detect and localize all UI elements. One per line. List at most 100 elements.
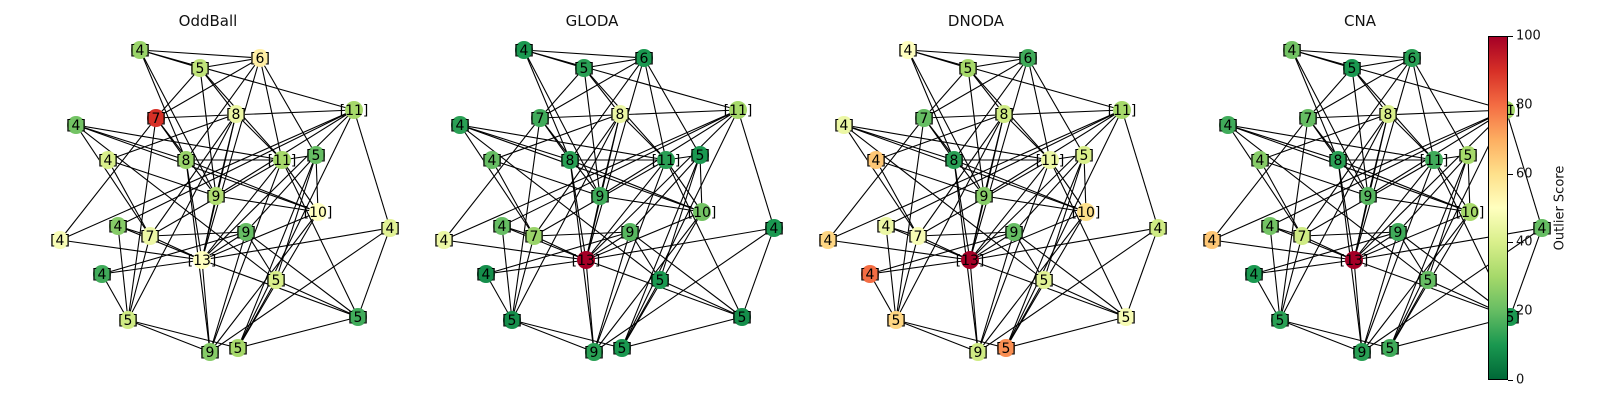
graph-edge <box>967 67 1005 115</box>
node-marker <box>345 101 363 119</box>
node-marker <box>1075 146 1093 164</box>
node-label: [4] <box>1218 118 1238 134</box>
graph-edge <box>1337 57 1413 161</box>
graph-edge <box>155 67 201 119</box>
graph-edge <box>1361 159 1435 353</box>
graph-edge <box>281 159 319 213</box>
graph-edge <box>1211 117 1309 241</box>
graph-edge <box>969 259 979 353</box>
node-label: [4] <box>492 219 512 235</box>
node-label: [9] <box>206 189 226 205</box>
graph-node: [8] <box>226 105 246 123</box>
graph-edge <box>741 227 775 318</box>
graph-edge <box>1253 259 1355 275</box>
graph-edge <box>237 316 359 349</box>
colorbar-gradient <box>1488 36 1508 380</box>
graph-edge <box>885 225 897 321</box>
node-label: [4] <box>1260 219 1280 235</box>
graph-node: [4] <box>92 265 112 283</box>
node-label: [7] <box>1292 229 1312 245</box>
graph-edge <box>185 57 261 161</box>
node-label: [5] <box>958 61 978 77</box>
graph-edge <box>1227 124 1339 161</box>
graph-edge <box>237 109 355 349</box>
graph-edge <box>827 109 1123 241</box>
graph-edge <box>629 231 661 281</box>
graph-node: [6] <box>250 49 270 67</box>
graph-edge <box>511 117 541 321</box>
graph-node: [8] <box>944 151 964 169</box>
graph-edge <box>1291 49 1413 59</box>
node-label: [5] <box>574 61 594 77</box>
graph-node: [13] <box>956 251 984 269</box>
graph-node: [7] <box>146 109 166 127</box>
graph-node: [5] <box>612 339 632 357</box>
node-marker <box>1299 109 1317 127</box>
graph-edge <box>75 124 187 161</box>
graph-edge <box>967 57 1029 69</box>
node-marker <box>109 217 127 235</box>
node-label: [4] <box>1244 267 1264 283</box>
graph-edge <box>1269 109 1507 227</box>
graph-edge <box>977 211 1087 353</box>
graph-edge <box>885 225 971 261</box>
graph-edge <box>201 109 355 261</box>
graph-edge <box>1353 259 1511 318</box>
graph-edge <box>1227 124 1435 161</box>
node-marker <box>997 339 1015 357</box>
node-marker <box>621 223 639 241</box>
node-marker <box>531 109 549 127</box>
node-marker <box>67 116 85 134</box>
colorbar-tick-label: 20 <box>1516 303 1533 319</box>
graph-edge <box>117 225 203 261</box>
graph-edge <box>523 49 739 111</box>
graph-edge <box>209 227 391 353</box>
graph-edge <box>585 159 667 261</box>
node-label: [7] <box>146 111 166 127</box>
colorbar-tick-label: 0 <box>1516 372 1525 388</box>
node-label: [10] <box>688 205 717 221</box>
graph-edge <box>585 259 743 318</box>
graph-edge <box>237 279 277 349</box>
graph-edge <box>139 49 261 59</box>
graph-node: [9] <box>1358 187 1378 205</box>
graph-node: [4] <box>764 219 784 237</box>
node-marker <box>765 219 783 237</box>
graph-node: [8] <box>1378 105 1398 123</box>
graph-edge <box>443 117 541 241</box>
node-marker <box>193 251 211 269</box>
graph-edge <box>869 259 971 275</box>
graph-edge <box>59 117 157 241</box>
node-label: [9] <box>1358 189 1378 205</box>
node-label: [10] <box>304 205 333 221</box>
graph-edge <box>875 159 985 197</box>
node-label: [4] <box>1250 153 1270 169</box>
graph-edge <box>843 124 919 237</box>
node-label: [7] <box>914 111 934 127</box>
graph-edge <box>75 124 151 237</box>
graph-edge <box>1005 279 1045 349</box>
node-marker <box>309 203 327 221</box>
node-marker <box>177 151 195 169</box>
node-label: [7] <box>524 229 544 245</box>
node-marker <box>525 227 543 245</box>
graph-edge <box>1411 57 1469 156</box>
graph-edge <box>127 117 157 321</box>
node-marker <box>909 227 927 245</box>
node-marker <box>1425 151 1443 169</box>
node-label: [5] <box>650 273 670 289</box>
graph-node: [5] <box>266 271 286 289</box>
graph-node: [4] <box>514 41 534 59</box>
node-label: [11] <box>268 153 297 169</box>
graph-edge <box>665 159 703 213</box>
graph-edge <box>699 154 703 213</box>
node-marker <box>119 311 137 329</box>
graph-edge <box>619 113 667 161</box>
graph-edge <box>969 227 1159 261</box>
graph-edge <box>127 235 151 321</box>
edges <box>443 49 775 353</box>
colorbar-tick <box>1508 173 1513 175</box>
node-marker <box>251 49 269 67</box>
graph-edge <box>585 109 739 261</box>
node-marker <box>1041 151 1059 169</box>
